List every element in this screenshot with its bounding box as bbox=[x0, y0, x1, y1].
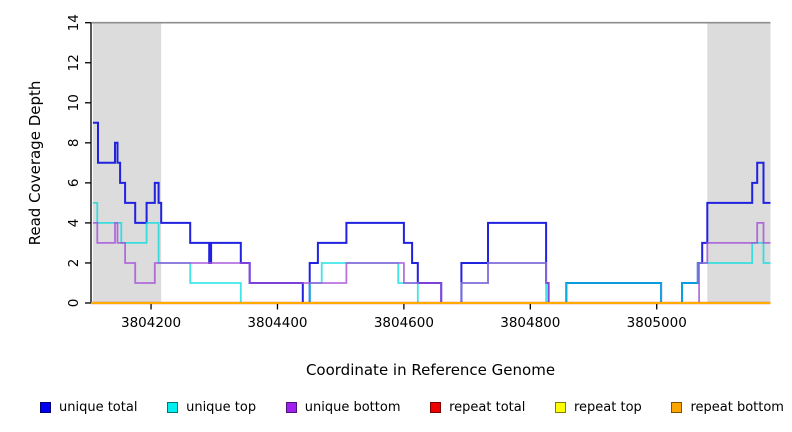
y-tick-label: 6 bbox=[66, 179, 82, 188]
legend-label: repeat total bbox=[449, 399, 526, 415]
y-axis-title: Read Coverage Depth bbox=[26, 80, 44, 246]
y-tick-label: 0 bbox=[66, 299, 82, 308]
y-tick-label: 10 bbox=[66, 94, 82, 111]
y-tick-label: 8 bbox=[66, 139, 82, 148]
x-axis-title: Coordinate in Reference Genome bbox=[305, 361, 556, 379]
legend: unique total unique top unique bottom repea… bbox=[40, 398, 784, 416]
series-unique-total bbox=[92, 121, 771, 304]
legend-item-repeat-total: repeat total bbox=[430, 400, 525, 415]
legend-swatch bbox=[40, 401, 51, 413]
y-tick-label: 14 bbox=[66, 14, 82, 31]
legend-label: unique top bbox=[186, 399, 257, 415]
x-tick-label: 3805000 bbox=[627, 315, 687, 331]
legend-swatch bbox=[555, 401, 566, 413]
legend-label: repeat bottom bbox=[690, 399, 784, 415]
x-tick-label: 3804400 bbox=[247, 315, 307, 331]
legend-label: unique total bbox=[59, 399, 138, 415]
legend-swatch bbox=[285, 401, 297, 413]
legend-item-unique-total: unique total bbox=[40, 400, 137, 415]
y-tick-label: 12 bbox=[66, 54, 82, 71]
legend-item-repeat-top: repeat top bbox=[555, 400, 642, 415]
legend-swatch bbox=[167, 401, 179, 413]
legend-item-unique-bottom: unique bottom bbox=[285, 399, 401, 415]
legend-item-repeat-bottom: repeat bottom bbox=[671, 400, 784, 415]
legend-label: repeat top bbox=[574, 399, 642, 415]
series-unique-top bbox=[92, 201, 771, 304]
legend-label: unique bottom bbox=[304, 399, 401, 415]
legend-swatch bbox=[430, 401, 442, 413]
series-unique-bottom bbox=[92, 221, 771, 304]
legend-swatch bbox=[671, 401, 683, 413]
y-tick-label: 4 bbox=[66, 219, 82, 228]
x-tick-label: 3804200 bbox=[121, 315, 181, 331]
x-tick-label: 3804800 bbox=[500, 315, 560, 331]
x-tick-label: 3804600 bbox=[374, 315, 434, 331]
legend-item-unique-top: unique top bbox=[167, 400, 256, 415]
y-tick-label: 2 bbox=[66, 259, 82, 268]
